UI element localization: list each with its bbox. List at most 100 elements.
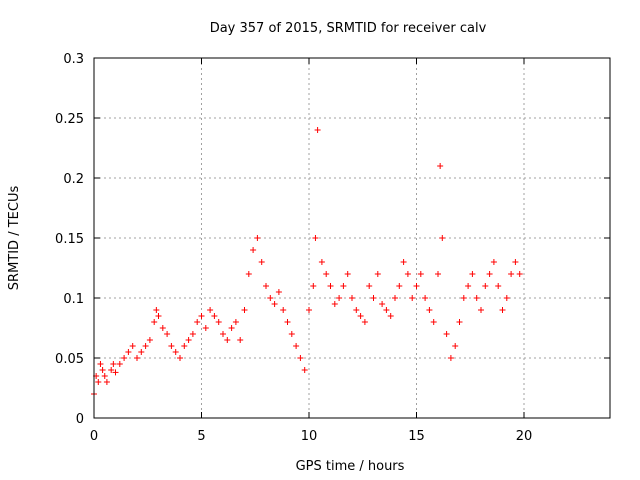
data-point (366, 283, 373, 289)
data-point (121, 355, 128, 361)
data-point (138, 349, 145, 355)
data-point (263, 283, 269, 289)
data-point (142, 343, 149, 349)
data-point (439, 235, 446, 241)
data-point (331, 301, 338, 307)
data-point (103, 379, 110, 385)
y-axis-label: SRMTID / TECUs (7, 186, 22, 291)
data-point (499, 307, 506, 313)
data-point (185, 337, 192, 343)
data-point (112, 369, 119, 376)
data-point (215, 319, 222, 325)
data-point (404, 271, 411, 277)
data-point (452, 343, 459, 349)
data-point (413, 283, 420, 289)
y-tick-label: 0.1 (63, 292, 84, 307)
data-point (97, 361, 104, 367)
data-point (478, 307, 484, 313)
data-point (357, 313, 364, 319)
data-point (422, 295, 429, 301)
x-tick-label: 15 (408, 429, 425, 444)
chart-title: Day 357 of 2015, SRMTID for receiver cal… (210, 21, 487, 36)
data-point (271, 301, 278, 307)
data-point (177, 355, 183, 361)
data-points (91, 127, 523, 397)
data-point (486, 271, 493, 277)
data-point (129, 343, 136, 349)
x-tick-label: 20 (516, 429, 533, 444)
data-point (101, 373, 108, 379)
data-point (155, 313, 162, 319)
data-point (417, 271, 424, 277)
data-point (437, 163, 444, 169)
y-tick-label: 0.3 (63, 52, 84, 67)
data-point (267, 295, 274, 301)
data-point (153, 307, 160, 313)
data-point (392, 295, 398, 301)
data-point (465, 283, 472, 289)
data-point (503, 295, 510, 301)
data-point (95, 379, 102, 385)
grid (94, 58, 610, 418)
data-point (108, 367, 115, 373)
data-point (435, 271, 441, 277)
data-point (443, 331, 450, 337)
plot-frame (93, 57, 611, 419)
data-point (374, 271, 381, 277)
data-point (202, 325, 209, 331)
data-point (336, 295, 343, 301)
data-point (198, 313, 205, 319)
data-point (318, 259, 325, 265)
data-point (306, 307, 312, 313)
data-point (110, 361, 117, 367)
axis-ticks: 0 5 10 15 20 0 0.05 0.1 0.15 0.2 0.25 0.3 (55, 52, 610, 444)
data-point (383, 307, 390, 313)
data-point (211, 313, 218, 319)
data-point (241, 307, 248, 313)
data-point (387, 313, 394, 319)
data-point (151, 319, 158, 325)
data-point (116, 361, 123, 367)
data-point (168, 343, 175, 349)
data-point (310, 283, 317, 289)
data-point (495, 283, 502, 289)
y-tick-label: 0.15 (55, 232, 84, 247)
data-point (344, 271, 351, 277)
data-point (125, 349, 132, 355)
data-point (460, 295, 467, 301)
data-point (409, 295, 416, 301)
data-point (512, 259, 519, 265)
data-point (288, 331, 295, 337)
y-tick-label: 0.25 (55, 112, 84, 127)
data-point (482, 283, 489, 289)
data-point (245, 271, 252, 277)
x-tick-label: 10 (301, 429, 318, 444)
x-tick-label: 0 (90, 429, 98, 444)
data-point (258, 259, 265, 265)
data-point (426, 307, 433, 313)
data-point (516, 271, 523, 277)
data-point (134, 355, 140, 361)
data-point (224, 337, 231, 343)
data-point (340, 283, 347, 289)
data-point (189, 331, 196, 337)
data-point (293, 343, 300, 349)
data-point (275, 289, 282, 295)
data-point (490, 259, 497, 265)
data-point (312, 235, 319, 241)
data-point (430, 319, 437, 325)
data-point (353, 307, 360, 313)
data-point (447, 355, 454, 361)
data-point (361, 319, 368, 325)
x-axis-label: GPS time / hours (296, 459, 405, 474)
data-point (379, 301, 386, 307)
data-point (314, 127, 321, 133)
x-tick-label: 5 (197, 429, 205, 444)
data-point (159, 325, 166, 331)
data-point (349, 295, 355, 301)
data-point (456, 319, 463, 325)
data-point (473, 295, 480, 301)
data-point (254, 235, 261, 241)
data-point (508, 271, 515, 277)
